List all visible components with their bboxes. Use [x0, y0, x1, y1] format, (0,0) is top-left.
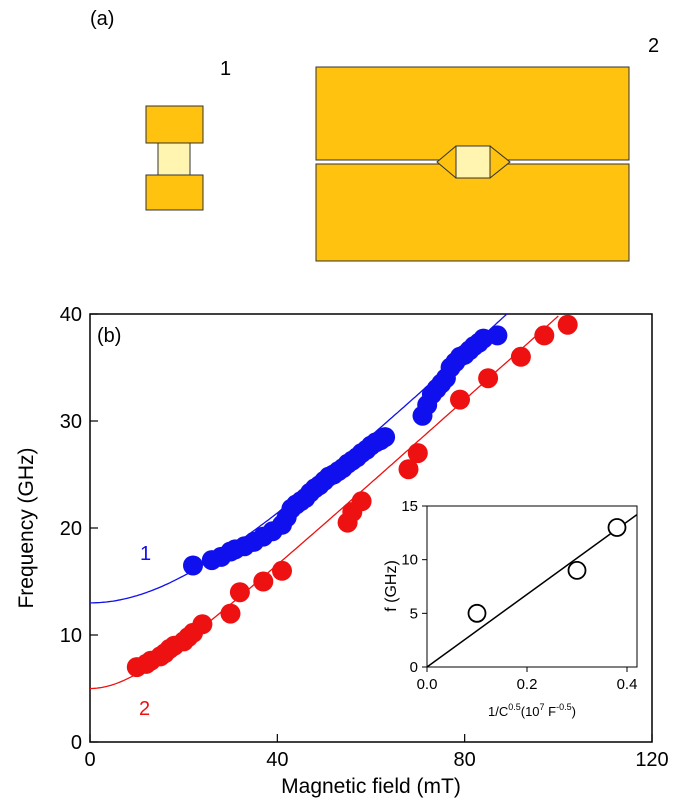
inset-y-tick-label: 15 — [401, 498, 418, 515]
data-point-series-1 — [375, 427, 396, 448]
device-1-top-electrode — [145, 105, 204, 144]
data-point-series-1 — [183, 555, 203, 576]
inset-fit-line — [426, 513, 638, 668]
device-1-junction — [157, 142, 191, 176]
device-1-label: 1 — [220, 58, 231, 80]
main-chart: (b) 0 40 80 120 0 10 20 30 40 1 2 Magnetic field… — [15, 304, 669, 798]
device-2-junction — [455, 145, 491, 179]
data-point-series-2 — [253, 571, 274, 592]
series-2-label: 2 — [139, 698, 150, 720]
x-tick-label: 40 — [266, 749, 288, 771]
y-tick-label: 10 — [60, 625, 82, 647]
device-2-schematic — [315, 66, 630, 262]
panel-a: (a) 1 2 — [90, 8, 659, 262]
data-point-series-2 — [220, 603, 241, 624]
device-2-bottom-electrode — [315, 163, 630, 262]
main-y-axis-label: Frequency (GHz) — [15, 447, 38, 608]
data-point-series-2 — [510, 346, 531, 367]
data-point-series-2 — [272, 560, 292, 581]
inset-chart: 0.0 0.2 0.4 0 5 10 15 f (GHz) 1/C0.5(107 F-0.5… — [372, 494, 646, 724]
y-tick-label: 40 — [60, 304, 82, 326]
main-panel-label: (b) — [97, 325, 121, 347]
data-point-series-2 — [450, 389, 470, 410]
data-point-series-2 — [534, 325, 555, 346]
panel-a-label: (a) — [90, 8, 114, 30]
inset-data-point — [467, 603, 487, 623]
series-1-label: 1 — [140, 543, 151, 565]
inset-x-tick-label: 0.0 — [417, 676, 438, 693]
inset-x-tick-label: 0.4 — [617, 676, 638, 693]
inset-x-axis-label: 1/C0.5(107 F-0.5) — [488, 702, 576, 719]
inset-y-tick-label: 5 — [410, 605, 418, 622]
main-x-axis-label: Magnetic field (mT) — [281, 775, 461, 798]
inset-plot-frame — [426, 505, 638, 668]
device-2-label: 2 — [648, 35, 659, 57]
inset-data-point — [607, 518, 627, 537]
data-point-series-2 — [229, 582, 250, 603]
x-tick-label: 120 — [635, 749, 668, 771]
device-2-top-electrode — [315, 66, 630, 161]
data-point-series-1 — [487, 325, 508, 346]
device-1-schematic — [145, 105, 204, 211]
data-point-series-2 — [407, 443, 428, 464]
inset-x-tick-label: 0.2 — [517, 676, 538, 693]
x-tick-label: 80 — [454, 749, 476, 771]
inset-data-point — [567, 561, 587, 580]
data-point-series-2 — [557, 314, 578, 335]
inset-y-tick-label: 10 — [401, 552, 418, 569]
inset-background — [372, 494, 646, 724]
data-point-series-2 — [398, 459, 419, 480]
y-tick-label: 20 — [60, 518, 82, 540]
inset-data-points — [467, 518, 627, 623]
data-point-series-2 — [192, 614, 213, 635]
y-tick-label: 0 — [71, 732, 82, 754]
inset-y-tick-label: 0 — [410, 659, 418, 676]
data-point-series-2 — [351, 491, 372, 512]
main-data-points — [126, 314, 578, 678]
inset-axis-ticks: 0.0 0.2 0.4 0 5 10 15 — [401, 498, 637, 693]
inset-y-axis-label: f (GHz) — [383, 560, 400, 612]
y-tick-label: 30 — [60, 411, 82, 433]
data-point-series-2 — [478, 368, 499, 389]
x-tick-label: 0 — [84, 749, 95, 771]
device-1-bottom-electrode — [145, 174, 204, 211]
